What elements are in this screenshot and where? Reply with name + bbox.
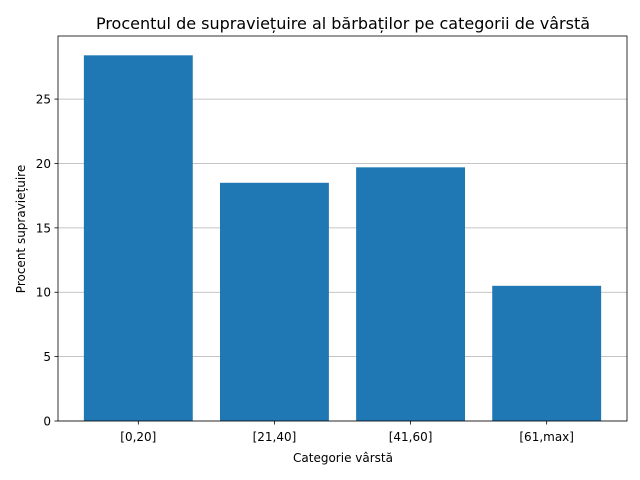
- y-axis-label: Procent supraviețuire: [14, 165, 28, 293]
- plot-frame: [57, 35, 628, 422]
- x-tick-label: [0,20]: [120, 430, 156, 444]
- bar-4: [492, 285, 602, 421]
- x-axis-label: Categorie vârstă: [293, 451, 393, 465]
- y-tick-label: 15: [36, 221, 51, 235]
- x-tick-label: [61,max]: [519, 430, 574, 444]
- x-tick-label: [41,60]: [389, 430, 433, 444]
- y-tick-label: 0: [43, 415, 51, 429]
- y-tick-label: 25: [36, 93, 51, 107]
- y-tick-label: 20: [36, 157, 51, 171]
- bar-1: [83, 55, 193, 421]
- y-axis-ticks: 0 5 10 15 20 25: [36, 93, 58, 429]
- x-axis-ticks: [0,20] [21,40] [41,60] [61,max]: [120, 421, 574, 444]
- bars: [83, 55, 602, 421]
- y-tick-label: 10: [36, 286, 51, 300]
- chart-title: Procentul de supraviețuire al bărbaților…: [96, 14, 590, 33]
- axes: [57, 35, 628, 422]
- x-tick-label: [21,40]: [253, 430, 297, 444]
- bar-2: [219, 182, 329, 421]
- bar-3: [356, 167, 466, 421]
- y-tick-label: 5: [43, 350, 51, 364]
